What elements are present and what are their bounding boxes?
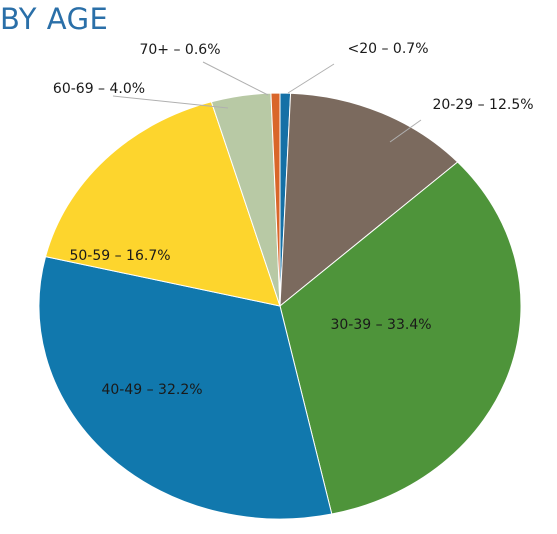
leader-line — [389, 119, 422, 143]
slice-label: 50-59 – 16.7% — [69, 248, 170, 264]
pie-slice-20-29 — [279, 92, 459, 308]
slice-label: 30-39 – 33.4% — [330, 317, 431, 333]
slice-labels: <20 – 0.7% 20-29 – 12.5% 30-39 – 33.4% 40-4… — [53, 41, 534, 398]
pie-slice-30-39 — [279, 161, 522, 515]
leader-line — [202, 61, 269, 96]
slice-label: <20 – 0.7% — [347, 41, 428, 57]
slice-label: 20-29 – 12.5% — [432, 97, 533, 113]
pie-slices — [38, 92, 522, 520]
pie-slice-40-49 — [38, 256, 333, 520]
chart-title: BY AGE — [0, 2, 109, 36]
slice-label: 60-69 – 4.0% — [53, 81, 145, 97]
leader-line — [287, 63, 335, 94]
pie-slice-70 — [270, 92, 281, 307]
leader-lines — [112, 61, 422, 143]
pie-slice-50-59 — [44, 101, 281, 307]
slice-label: 70+ – 0.6% — [139, 42, 220, 58]
slice-label: 40-49 – 32.2% — [101, 382, 202, 398]
leader-line — [112, 95, 229, 109]
